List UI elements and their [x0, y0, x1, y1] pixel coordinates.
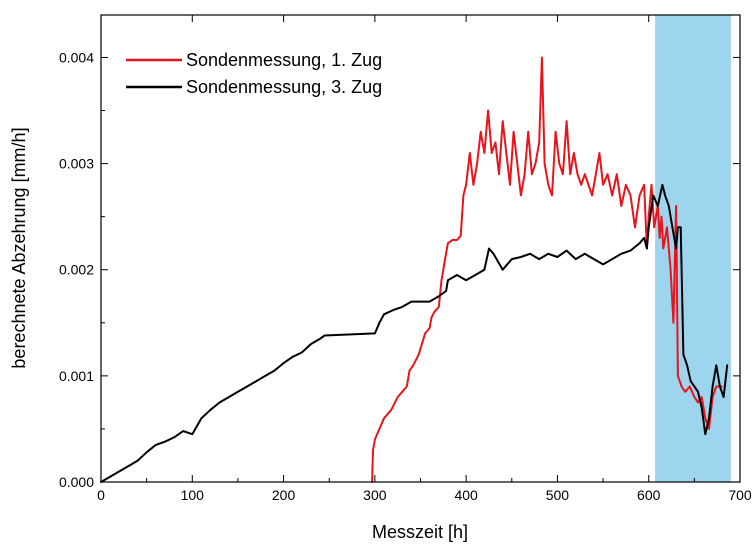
x-axis-title: Messzeit [h]: [372, 522, 468, 542]
x-tick-label: 700: [728, 487, 752, 503]
x-tick-label: 100: [181, 487, 205, 503]
shade-layer: [655, 15, 731, 482]
y-tick-label: 0.000: [59, 474, 94, 490]
y-tick-label: 0.001: [59, 368, 94, 384]
y-axis-title: berechnete Abzehrung [mm/h]: [9, 127, 29, 368]
shaded-region: [655, 15, 731, 482]
x-tick-label: 600: [637, 487, 661, 503]
legend-label-2: Sondenmessung, 3. Zug: [186, 77, 382, 97]
x-tick-label: 500: [546, 487, 570, 503]
series-line-1: [371, 56, 723, 483]
y-tick-label: 0.003: [59, 156, 94, 172]
y-tick-label: 0.002: [59, 262, 94, 278]
x-tick-label: 0: [97, 487, 105, 503]
legend-label-1: Sondenmessung, 1. Zug: [186, 50, 382, 70]
x-tick-label: 300: [363, 487, 387, 503]
x-tick-label: 200: [272, 487, 296, 503]
x-tick-label: 400: [454, 487, 478, 503]
series-line-2: [100, 183, 729, 483]
y-tick-label: 0.004: [59, 49, 94, 65]
legend: Sondenmessung, 1. Zug Sondenmessung, 3. Z…: [126, 50, 382, 97]
tick-layer: 0 100 200 300 400 500 600 700 0.000 0.001 0.002 0.0…: [59, 15, 752, 503]
series-layer: [100, 56, 729, 483]
